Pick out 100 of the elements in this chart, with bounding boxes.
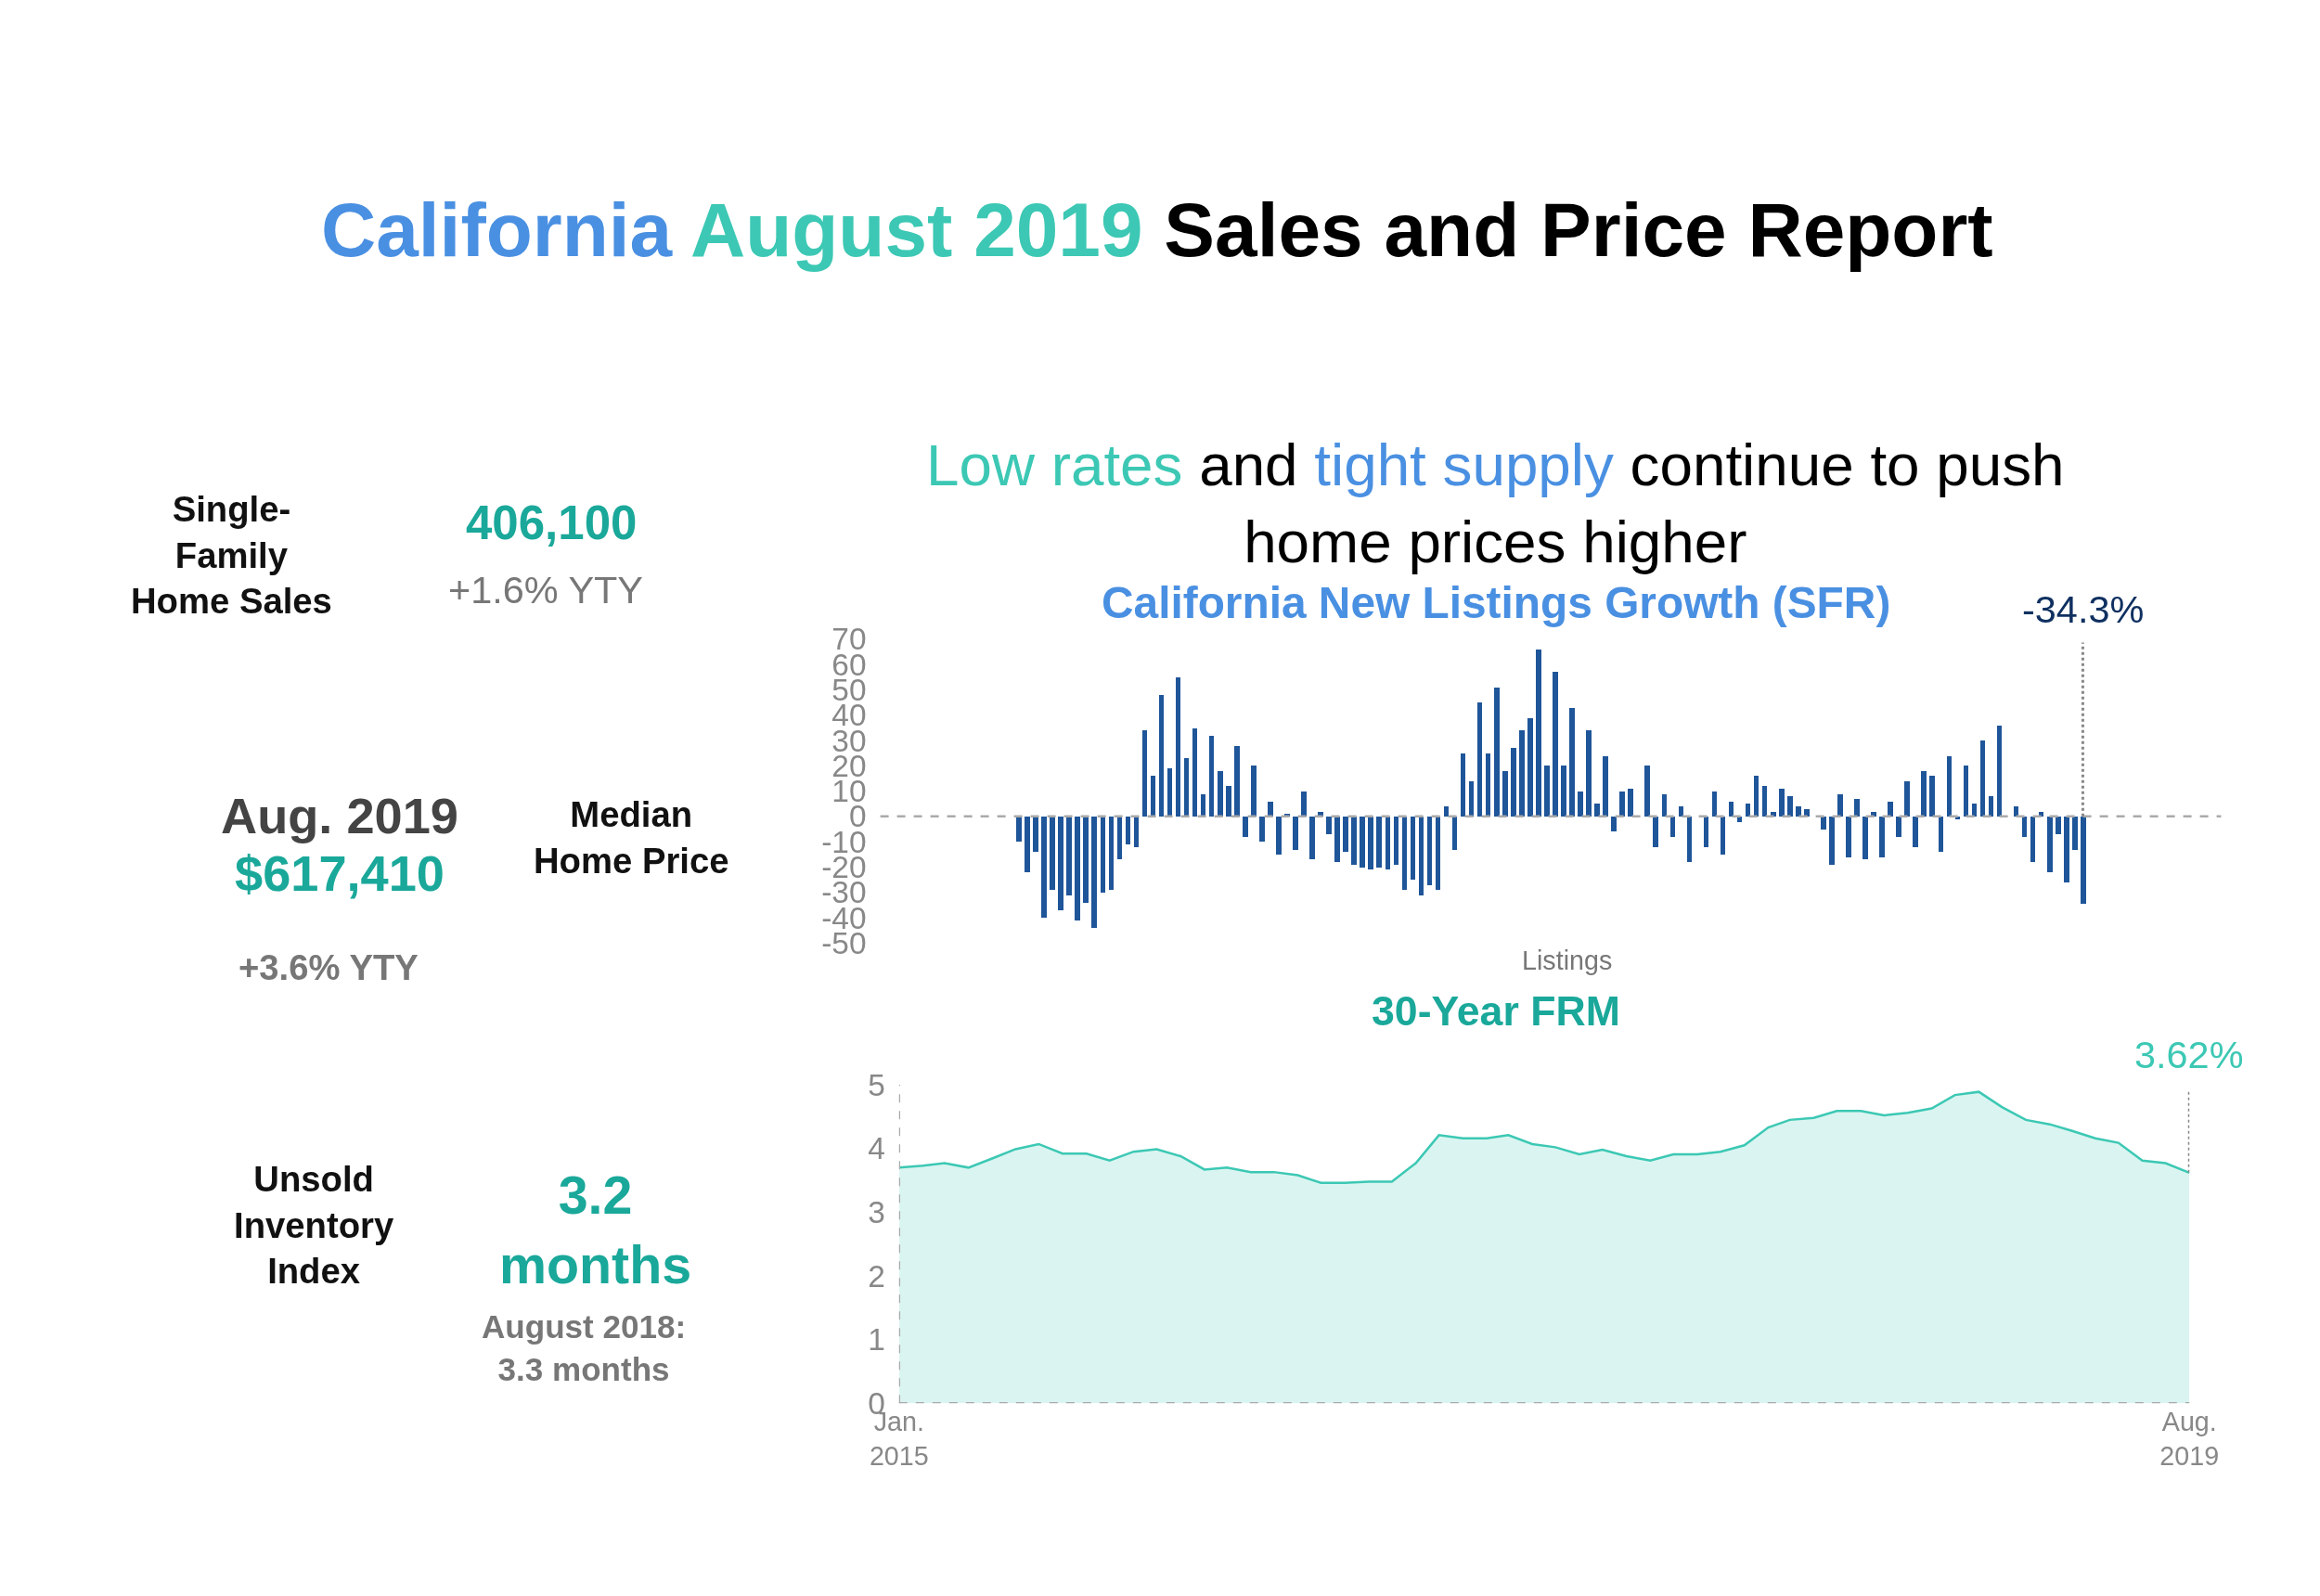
bar <box>1460 753 1465 817</box>
bar <box>1192 727 1197 817</box>
bar <box>1845 816 1851 857</box>
bar <box>1150 775 1155 817</box>
bar <box>1577 791 1583 817</box>
bar <box>1753 775 1759 817</box>
bar <box>1728 801 1734 817</box>
bar <box>1996 725 2002 817</box>
y-tick-label: 2 <box>868 1258 885 1294</box>
bar <box>1485 753 1490 817</box>
chart-title: 30-Year FRM <box>1372 988 1620 1034</box>
bar <box>1342 816 1348 852</box>
text: +3.6% YTY <box>238 947 419 987</box>
bar <box>1510 747 1516 817</box>
bar <box>1325 816 1332 834</box>
bar <box>1100 816 1105 893</box>
x-axis-title: Listings <box>1522 946 1613 975</box>
bar <box>1979 740 1985 817</box>
bar <box>1133 816 1139 847</box>
bar <box>1887 801 1893 817</box>
bar <box>1183 757 1189 817</box>
bar <box>1686 816 1692 862</box>
bar <box>2055 816 2061 834</box>
bar <box>1032 816 1038 852</box>
bar <box>1350 816 1357 865</box>
bar <box>1074 816 1080 920</box>
text: Median Home Price <box>534 794 729 881</box>
bar <box>1208 735 1214 817</box>
bar <box>1527 717 1533 817</box>
bar <box>2030 816 2035 862</box>
y-tick-label: 5 <box>868 1067 885 1102</box>
bar <box>1375 816 1382 868</box>
bar <box>1493 687 1500 817</box>
bar <box>1468 780 1474 817</box>
bar <box>1401 816 1407 890</box>
text: Aug. 2019 <box>221 788 458 843</box>
bar <box>1451 816 1457 850</box>
bar <box>1476 701 1482 817</box>
bar <box>1820 816 1826 830</box>
text: Unsold Inventory Index <box>234 1159 394 1292</box>
text: Low rates and tight supply continue to push home prices higher <box>926 431 2065 575</box>
bar <box>1543 765 1550 817</box>
y-tick-label: 4 <box>868 1131 885 1166</box>
bar <box>1024 816 1030 872</box>
bar <box>1920 770 1927 817</box>
bar <box>1258 816 1265 842</box>
bar <box>1443 805 1449 817</box>
bar <box>1618 791 1625 817</box>
bar <box>1393 816 1398 865</box>
bar <box>1367 816 1373 869</box>
text: Single- Family Home Sales <box>131 489 332 622</box>
bar <box>1661 793 1667 817</box>
bar <box>1593 803 1600 817</box>
bar <box>1108 816 1114 890</box>
bar <box>2080 816 2086 904</box>
bar <box>1049 816 1055 890</box>
bar <box>1225 785 1231 817</box>
bar <box>2013 805 2018 817</box>
bar <box>1895 816 1901 837</box>
text: August 2018: 3.3 months <box>482 1308 687 1387</box>
bar <box>1308 816 1315 859</box>
bar <box>1837 793 1843 817</box>
bar <box>1560 765 1566 817</box>
bar <box>2021 816 2027 837</box>
bar <box>1912 816 1918 847</box>
annotation: 3.62% <box>2134 1033 2244 1076</box>
bar <box>1385 816 1390 869</box>
bar <box>1175 676 1180 817</box>
bar <box>1116 816 1122 859</box>
bar <box>1057 816 1063 910</box>
bar <box>1678 805 1683 817</box>
bar <box>1125 816 1130 844</box>
bar <box>1300 791 1307 817</box>
bar <box>1568 707 1575 817</box>
bar <box>1938 816 1943 852</box>
bar <box>1795 805 1801 817</box>
bar <box>1878 816 1885 857</box>
text: 406,100 <box>466 496 638 549</box>
bar <box>1158 694 1164 817</box>
bar <box>1015 816 1022 842</box>
y-tick-label: 3 <box>868 1195 885 1230</box>
bar <box>1233 745 1240 817</box>
bar <box>1426 816 1432 885</box>
bar <box>1267 801 1273 817</box>
bar <box>1903 780 1910 817</box>
bar <box>1418 816 1424 895</box>
bar <box>1292 816 1298 850</box>
bar <box>1862 816 1868 859</box>
text: California August 2019 Sales and Price Report <box>321 187 1993 272</box>
bar <box>1778 788 1785 817</box>
bar <box>1786 795 1793 817</box>
bar <box>1610 816 1617 831</box>
bar <box>1803 808 1810 817</box>
bar <box>1627 788 1633 817</box>
bar <box>1711 791 1717 817</box>
bar <box>1090 816 1097 928</box>
text: -34.3% <box>2022 587 2145 631</box>
bar <box>1585 729 1592 817</box>
bar <box>1652 816 1658 847</box>
bar <box>1946 755 1952 817</box>
